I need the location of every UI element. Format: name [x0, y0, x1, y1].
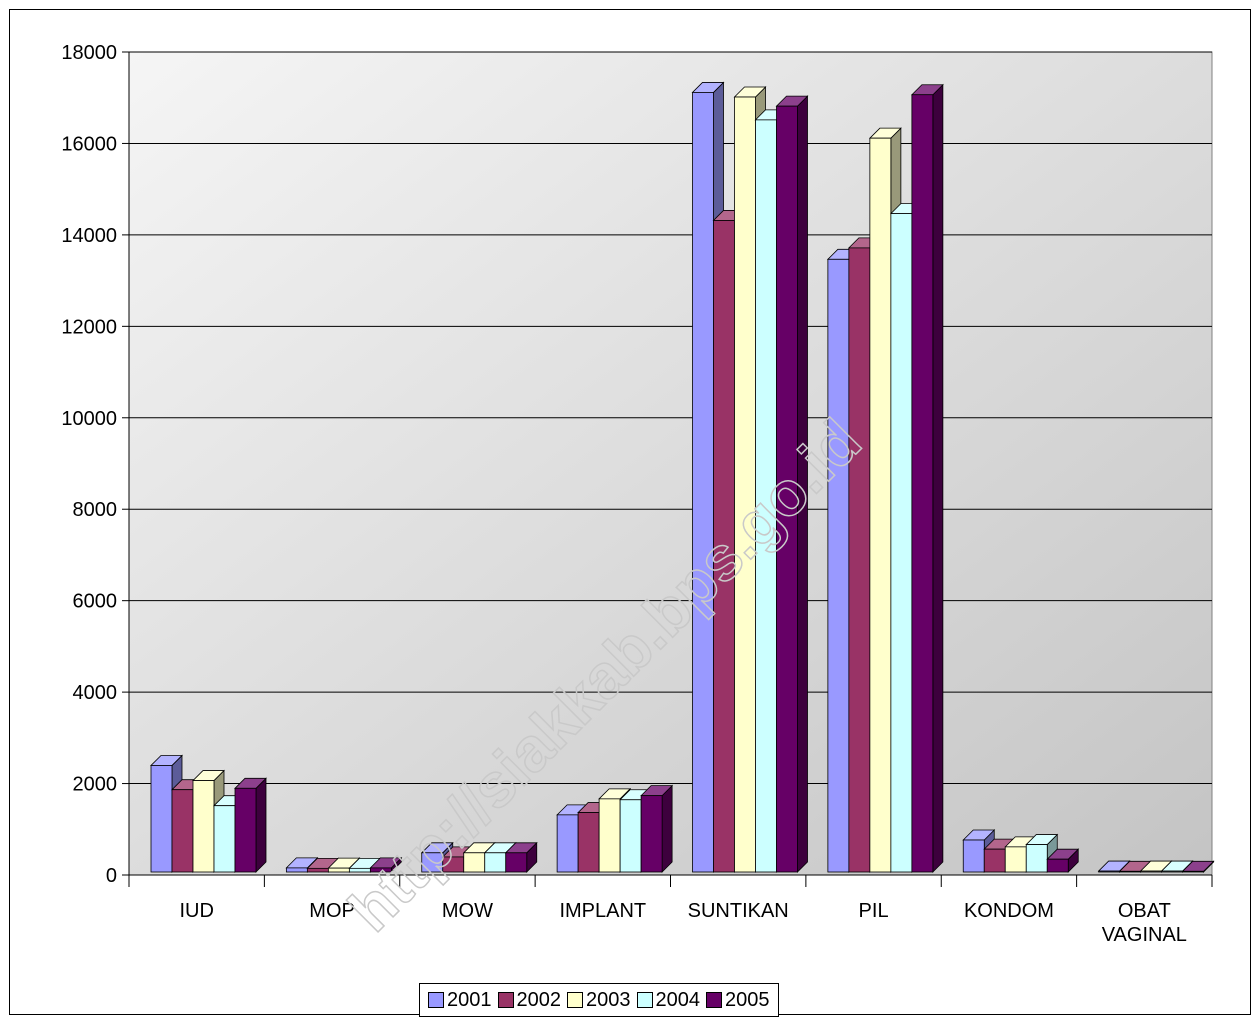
x-category-label: IMPLANT: [559, 900, 646, 922]
bar-front: [1119, 870, 1142, 873]
legend-label: 2005: [725, 988, 770, 1011]
legend-label: 2001: [447, 988, 492, 1011]
bar: [775, 95, 809, 873]
x-category-label-line: SUNTIKAN: [688, 900, 789, 922]
bar-front: [327, 867, 350, 873]
bar-front: [1098, 870, 1121, 873]
legend-item: 2002: [497, 988, 562, 1012]
bar-front: [369, 867, 392, 873]
chart-legend: 2001 2002 2003 2004 2005: [419, 983, 779, 1017]
x-category-label: OBAT VAGINAL: [1102, 900, 1187, 946]
bar-front: [692, 92, 714, 873]
bar-front: [776, 105, 798, 873]
bar-front: [1046, 858, 1069, 873]
bar-front: [285, 867, 308, 873]
bar-front: [848, 247, 871, 873]
legend-swatch: [567, 992, 583, 1008]
bar-side: [255, 777, 267, 873]
bar: [910, 83, 944, 873]
y-tick-label: 12000: [61, 316, 117, 338]
legend-item: 2005: [706, 989, 770, 1012]
bar-front: [869, 137, 892, 873]
bar: [640, 784, 674, 873]
legend-label: 2004: [655, 988, 701, 1011]
legend-label: 2002: [516, 988, 562, 1011]
x-category-label: MOP: [309, 900, 355, 922]
bar: [504, 841, 538, 873]
legend-label: 2003: [586, 988, 631, 1011]
y-tick-label: 16000: [61, 133, 117, 155]
bar-front: [640, 795, 663, 873]
bar-front: [1025, 844, 1048, 873]
y-tick-label: 8000: [73, 499, 118, 521]
x-category-label-line: OBAT: [1118, 900, 1171, 922]
bar-front: [1182, 870, 1205, 873]
legend-item: 2003: [567, 989, 631, 1012]
bar-front: [983, 848, 1006, 873]
x-category-label: IUD: [179, 900, 213, 922]
bar-front: [619, 799, 642, 873]
x-category-label: MOW: [442, 900, 493, 922]
bar-front: [1140, 870, 1163, 873]
y-tick-label: 14000: [61, 225, 117, 247]
legend-swatch: [636, 992, 653, 1008]
x-category-label-line: MOP: [309, 900, 355, 922]
bar-front: [577, 812, 600, 873]
bar-front: [911, 94, 934, 873]
y-tick-label: 2000: [73, 774, 118, 796]
bar-front: [1004, 846, 1027, 873]
bar-side: [932, 83, 944, 873]
bar-front: [1161, 870, 1184, 873]
bar: [1046, 848, 1080, 873]
bar-front: [484, 852, 507, 873]
legend-item: 2004: [636, 988, 701, 1012]
bar-front: [306, 867, 329, 873]
legend-swatch: [497, 992, 514, 1008]
x-category-label-line: IUD: [179, 900, 213, 922]
y-tick-label: 0: [106, 865, 117, 887]
bar-front: [556, 814, 579, 873]
bar-front: [171, 789, 194, 873]
x-category-label: KONDOM: [964, 900, 1054, 922]
bar-front: [505, 852, 528, 873]
x-category-label-line: IMPLANT: [559, 900, 646, 922]
bar-front: [598, 798, 621, 873]
x-category-label-line: MOW: [442, 900, 493, 922]
bar: [1181, 860, 1215, 873]
bar-front: [962, 839, 985, 873]
bar-front: [192, 780, 215, 873]
y-tick-label: 4000: [73, 682, 118, 704]
x-category-label-line: VAGINAL: [1102, 924, 1187, 946]
plot-area: [128, 51, 1213, 876]
legend-swatch: [706, 992, 722, 1008]
bar-front: [150, 765, 173, 873]
x-category-label: SUNTIKAN: [688, 900, 789, 922]
y-tick-label: 10000: [61, 408, 117, 430]
y-tick-label: 6000: [73, 591, 118, 613]
bar: [369, 856, 403, 873]
bar: [234, 777, 267, 873]
x-category-label-line: KONDOM: [964, 900, 1054, 922]
bar-front: [827, 258, 850, 873]
bar-front: [213, 805, 236, 873]
bar-front: [234, 787, 257, 873]
bar-side: [661, 784, 673, 873]
y-tick-label: 18000: [61, 42, 117, 64]
x-category-label-line: PIL: [859, 900, 889, 922]
legend-item: 2001: [428, 989, 492, 1012]
legend-swatch: [428, 992, 444, 1008]
bar-front: [890, 213, 913, 873]
x-category-label: PIL: [859, 900, 889, 922]
